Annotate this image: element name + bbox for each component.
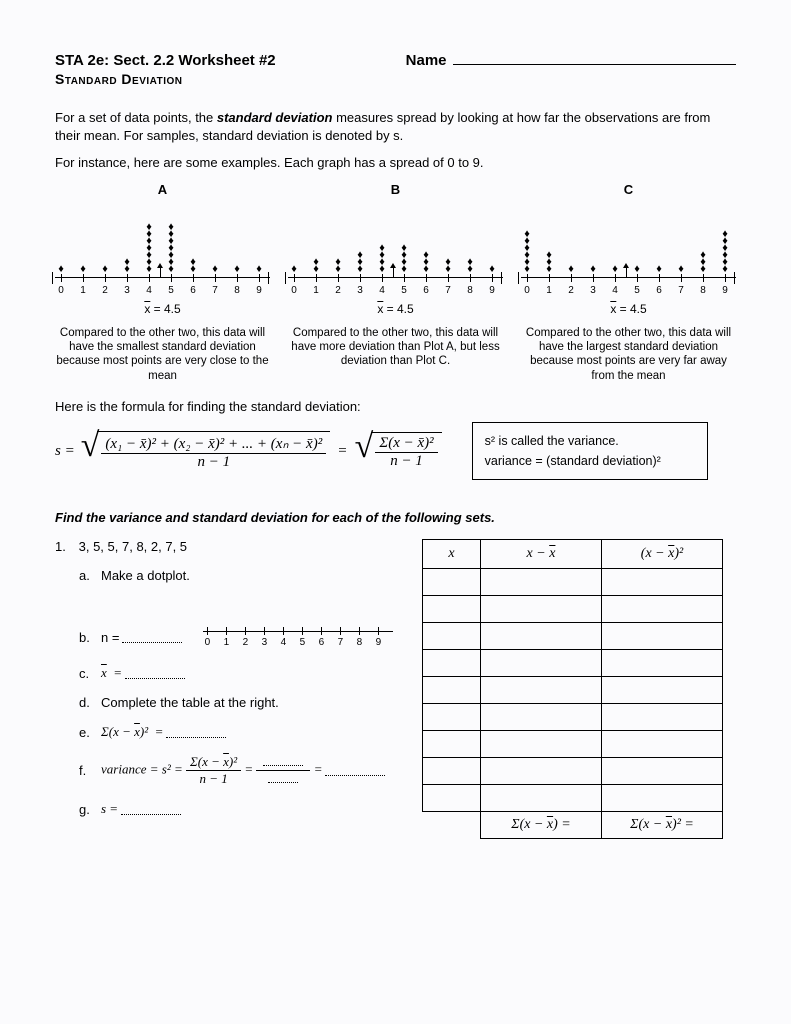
s-equals: s = xyxy=(55,443,75,460)
q1-e: e. Σ(x − x)² = xyxy=(79,724,410,740)
q1-c: c. x = xyxy=(79,665,410,681)
table-row[interactable] xyxy=(423,650,723,677)
formula-den: n − 1 xyxy=(101,454,326,471)
q1-g-text: s = xyxy=(101,801,118,817)
plot-b-desc: Compared to the other two, this data wil… xyxy=(288,326,503,369)
q1-a: a.Make a dotplot. xyxy=(79,568,410,583)
plot-a: A 0♦1♦2♦3♦♦4♦♦♦♦♦♦♦5♦♦♦♦♦♦♦6♦♦7♦8♦9♦ x =… xyxy=(55,182,270,384)
question-1: 1. 3, 5, 5, 7, 8, 2, 7, 5 a.Make a dotpl… xyxy=(55,539,736,839)
formula-intro: Here is the formula for finding the stan… xyxy=(55,399,736,414)
formula-main: s = √ (x₁ − x̄)² + (x₂ − x̄)² + ... + (x… xyxy=(55,431,442,471)
table-row[interactable] xyxy=(423,569,723,596)
blank[interactable] xyxy=(166,727,226,738)
table-row[interactable] xyxy=(423,596,723,623)
name-label: Name xyxy=(406,52,447,69)
equals: = xyxy=(338,443,346,460)
sqrt-2: √ Σ(x − x̄)² n − 1 xyxy=(355,432,442,470)
header: STA 2e: Sect. 2.2 Worksheet #2 Name xyxy=(55,50,736,69)
sum-diff: Σ(x − x) = xyxy=(481,812,602,839)
col-diff2-header: (x − x)² xyxy=(602,540,723,569)
q1-d: d.Complete the table at the right. xyxy=(79,695,410,710)
plot-a-label: A xyxy=(55,182,270,197)
plot-b-label: B xyxy=(288,182,503,197)
q1-c-text: x = xyxy=(101,665,122,681)
sum-diff2: Σ(x − x)² = xyxy=(602,812,723,839)
worksheet-title: STA 2e: Sect. 2.2 Worksheet #2 xyxy=(55,52,276,69)
plot-a-desc: Compared to the other two, this data wil… xyxy=(55,326,270,384)
q1-f-text: variance = s² = Σ(x − x)² n − 1 = = xyxy=(101,754,322,787)
name-blank-line[interactable] xyxy=(453,50,736,65)
q1-b: b. n = 0123456789 xyxy=(79,623,410,651)
exercise-heading: Find the variance and standard deviation… xyxy=(55,510,736,525)
blank[interactable] xyxy=(325,765,385,776)
mini-dotplot-axis: 0123456789 xyxy=(203,623,393,651)
term-standard-deviation: standard deviation xyxy=(217,110,333,125)
subtitle: Standard Deviation xyxy=(55,71,736,87)
table-row[interactable] xyxy=(423,677,723,704)
q1-e-text: Σ(x − x)² = xyxy=(101,724,163,740)
plot-c-canvas: 0♦♦♦♦♦♦1♦♦♦2♦3♦4♦5♦6♦7♦8♦♦♦9♦♦♦♦♦♦ xyxy=(521,201,736,296)
variance-line2: variance = (standard deviation)² xyxy=(485,451,695,471)
formula-num2: Σ(x − x̄)² xyxy=(375,435,437,453)
col-diff-header: x − x xyxy=(481,540,602,569)
table-row[interactable] xyxy=(423,758,723,785)
sqrt-1: √ (x₁ − x̄)² + (x₂ − x̄)² + ... + (xₙ − … xyxy=(81,431,330,471)
table-row[interactable] xyxy=(423,623,723,650)
blank[interactable] xyxy=(121,804,181,815)
table-row[interactable] xyxy=(423,785,723,812)
plot-b: B 0♦1♦♦2♦♦3♦♦♦4♦♦♦♦5♦♦♦♦6♦♦♦7♦♦8♦♦9♦ x =… xyxy=(288,182,503,384)
question-1-left: 1. 3, 5, 5, 7, 8, 2, 7, 5 a.Make a dotpl… xyxy=(55,539,410,817)
col-x-header: x xyxy=(423,540,481,569)
intro-para-2: For instance, here are some examples. Ea… xyxy=(55,154,736,172)
q1-f: f. variance = s² = Σ(x − x)² n − 1 = = xyxy=(79,754,410,787)
variance-box: s² is called the variance. variance = (s… xyxy=(472,422,708,480)
q1-number: 1. xyxy=(55,539,75,554)
plot-a-xbar: x = 4.5 xyxy=(55,302,270,316)
plot-c-label: C xyxy=(521,182,736,197)
formula-row: s = √ (x₁ − x̄)² + (x₂ − x̄)² + ... + (x… xyxy=(55,422,736,480)
variance-line1: s² is called the variance. xyxy=(485,431,695,451)
blank[interactable] xyxy=(125,668,185,679)
plot-a-canvas: 0♦1♦2♦3♦♦4♦♦♦♦♦♦♦5♦♦♦♦♦♦♦6♦♦7♦8♦9♦ xyxy=(55,201,270,296)
table-row[interactable] xyxy=(423,704,723,731)
plot-c-xbar: x = 4.5 xyxy=(521,302,736,316)
dotplots-row: A 0♦1♦2♦3♦♦4♦♦♦♦♦♦♦5♦♦♦♦♦♦♦6♦♦7♦8♦9♦ x =… xyxy=(55,182,736,384)
q1-dataset: 3, 5, 5, 7, 8, 2, 7, 5 xyxy=(79,539,187,554)
table-row[interactable] xyxy=(423,731,723,758)
blank[interactable] xyxy=(122,632,182,643)
q1-b-text: n = xyxy=(101,630,119,645)
plot-b-xbar: x = 4.5 xyxy=(288,302,503,316)
work-table: x x − x (x − x)² Σ(x − x) = Σ(x − x)² = xyxy=(422,539,723,839)
table-sum-row: Σ(x − x) = Σ(x − x)² = xyxy=(423,812,723,839)
plot-c-desc: Compared to the other two, this data wil… xyxy=(521,326,736,384)
q1-d-text: Complete the table at the right. xyxy=(101,695,279,710)
intro-para-1: For a set of data points, the standard d… xyxy=(55,109,736,144)
formula-num1: (x₁ − x̄)² + (x₂ − x̄)² + ... + (xₙ − x̄… xyxy=(101,434,326,454)
q1-a-text: Make a dotplot. xyxy=(101,568,190,583)
q1-g: g. s = xyxy=(79,801,410,817)
formula-den2: n − 1 xyxy=(375,453,437,470)
plot-c: C 0♦♦♦♦♦♦1♦♦♦2♦3♦4♦5♦6♦7♦8♦♦♦9♦♦♦♦♦♦ x =… xyxy=(521,182,736,384)
text: For a set of data points, the xyxy=(55,110,217,125)
table-header-row: x x − x (x − x)² xyxy=(423,540,723,569)
q1-data: 1. 3, 5, 5, 7, 8, 2, 7, 5 xyxy=(55,539,410,554)
plot-b-canvas: 0♦1♦♦2♦♦3♦♦♦4♦♦♦♦5♦♦♦♦6♦♦♦7♦♦8♦♦9♦ xyxy=(288,201,503,296)
